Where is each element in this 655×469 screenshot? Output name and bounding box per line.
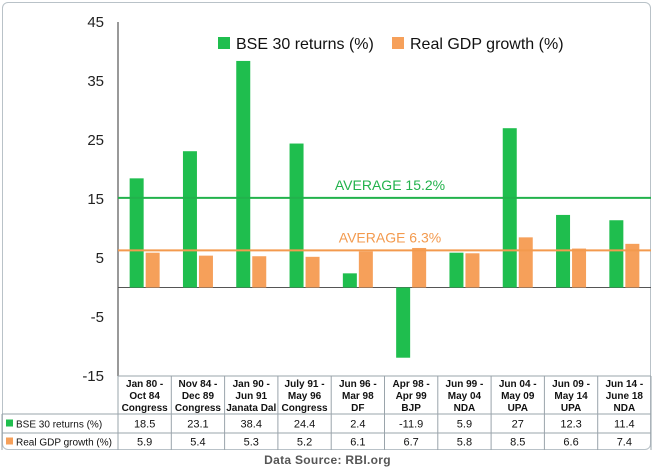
category-label: DF bbox=[351, 403, 364, 414]
gdp-bar bbox=[465, 253, 480, 288]
category-label: Janata Dal bbox=[226, 403, 276, 414]
gdp-bar bbox=[198, 255, 213, 288]
gdp-bar bbox=[625, 243, 640, 288]
table-value-gdp: 5.3 bbox=[244, 437, 259, 449]
bse-bar bbox=[182, 151, 197, 288]
gdp-bar bbox=[572, 248, 587, 288]
bse-bar bbox=[236, 60, 251, 288]
category-label: Jun 04 - bbox=[499, 379, 537, 390]
category-label: NDA bbox=[614, 403, 636, 414]
average-bse-label: AVERAGE 15.2% bbox=[335, 177, 445, 193]
y-tick-label: -15 bbox=[82, 368, 104, 385]
table-value-gdp: 8.5 bbox=[510, 437, 525, 449]
table-row-label-gdp: Real GDP growth (%) bbox=[16, 438, 112, 449]
category-label: Nov 84 - bbox=[178, 379, 217, 390]
gdp-bar bbox=[145, 252, 160, 288]
table-value-bse: 11.4 bbox=[614, 419, 635, 431]
y-tick-label: 25 bbox=[87, 132, 104, 149]
gdp-bar bbox=[252, 256, 267, 288]
table-value-gdp: 6.6 bbox=[563, 437, 578, 449]
legend-label-bse: BSE 30 returns (%) bbox=[236, 36, 374, 53]
table-value-bse: 5.9 bbox=[457, 419, 472, 431]
category-label: UPA bbox=[508, 403, 528, 414]
category-label: May 04 bbox=[448, 391, 482, 402]
category-label: July 91 - bbox=[285, 379, 325, 390]
table-swatch-gdp bbox=[6, 437, 13, 445]
gdp-bar bbox=[358, 251, 373, 288]
category-label: Apr 99 bbox=[396, 391, 428, 402]
y-tick-label: -5 bbox=[91, 309, 104, 326]
category-label: Jun 09 - bbox=[552, 379, 590, 390]
category-label: Jan 90 - bbox=[233, 379, 270, 390]
y-tick-label: 45 bbox=[87, 14, 104, 31]
bse-bar bbox=[609, 220, 624, 288]
category-label: May 09 bbox=[501, 391, 535, 402]
category-label: Jun 99 - bbox=[446, 379, 484, 390]
table-value-bse: 27 bbox=[512, 419, 524, 431]
category-label: Mar 98 bbox=[342, 391, 374, 402]
table-value-bse: 2.4 bbox=[350, 419, 365, 431]
category-label: Jun 96 - bbox=[339, 379, 377, 390]
category-label: UPA bbox=[561, 403, 581, 414]
y-tick-label: 35 bbox=[87, 73, 104, 90]
category-label: NDA bbox=[454, 403, 476, 414]
legend-swatch-gdp bbox=[392, 37, 404, 49]
table-value-gdp: 6.7 bbox=[404, 437, 419, 449]
table-value-gdp: 5.8 bbox=[457, 437, 472, 449]
table-value-gdp: 7.4 bbox=[617, 437, 632, 449]
category-label: Congress bbox=[281, 403, 328, 414]
gdp-bar bbox=[518, 237, 533, 288]
gdp-bar bbox=[305, 256, 320, 288]
table-swatch-bse bbox=[6, 419, 13, 427]
category-label: May 14 bbox=[554, 391, 588, 402]
bse-bar bbox=[342, 273, 357, 288]
table-value-bse: 38.4 bbox=[241, 419, 262, 431]
table-value-bse: 12.3 bbox=[560, 419, 581, 431]
legend-swatch-bse bbox=[218, 37, 230, 49]
legend-label-gdp: Real GDP growth (%) bbox=[410, 36, 564, 53]
bse-bar bbox=[289, 143, 304, 288]
category-label: Jan 80 - bbox=[126, 379, 163, 390]
y-tick-label: 5 bbox=[96, 250, 104, 267]
table-value-bse: 24.4 bbox=[294, 419, 315, 431]
table-value-gdp: 5.4 bbox=[190, 437, 205, 449]
table-value-bse: 23.1 bbox=[187, 419, 208, 431]
bse-bar bbox=[502, 128, 517, 288]
bse-bar bbox=[396, 287, 411, 358]
y-tick-label: 15 bbox=[87, 191, 104, 208]
table-value-gdp: 5.9 bbox=[137, 437, 152, 449]
bse-bar bbox=[129, 178, 144, 288]
category-label: Apr 98 - bbox=[393, 379, 430, 390]
table-row-label-bse: BSE 30 returns (%) bbox=[16, 420, 102, 431]
category-label: Jun 91 bbox=[235, 391, 267, 402]
gdp-bar bbox=[412, 247, 427, 288]
chart-frame bbox=[2, 2, 651, 450]
category-label: BJP bbox=[401, 403, 421, 414]
bse-bar bbox=[449, 252, 464, 288]
table-value-gdp: 5.2 bbox=[297, 437, 312, 449]
category-label: June 18 bbox=[606, 391, 644, 402]
table-value-bse: 18.5 bbox=[134, 419, 155, 431]
category-label: Congress bbox=[122, 403, 169, 414]
data-source-caption: Data Source: RBI.org bbox=[264, 453, 391, 467]
category-label: Jun 14 - bbox=[605, 379, 643, 390]
category-label: Oct 84 bbox=[129, 391, 160, 402]
table-value-gdp: 6.1 bbox=[350, 437, 365, 449]
table-value-bse: -11.9 bbox=[399, 419, 423, 431]
average-gdp-label: AVERAGE 6.3% bbox=[339, 229, 441, 245]
category-label: Dec 89 bbox=[182, 391, 215, 402]
category-label: Congress bbox=[175, 403, 222, 414]
category-label: May 96 bbox=[288, 391, 322, 402]
